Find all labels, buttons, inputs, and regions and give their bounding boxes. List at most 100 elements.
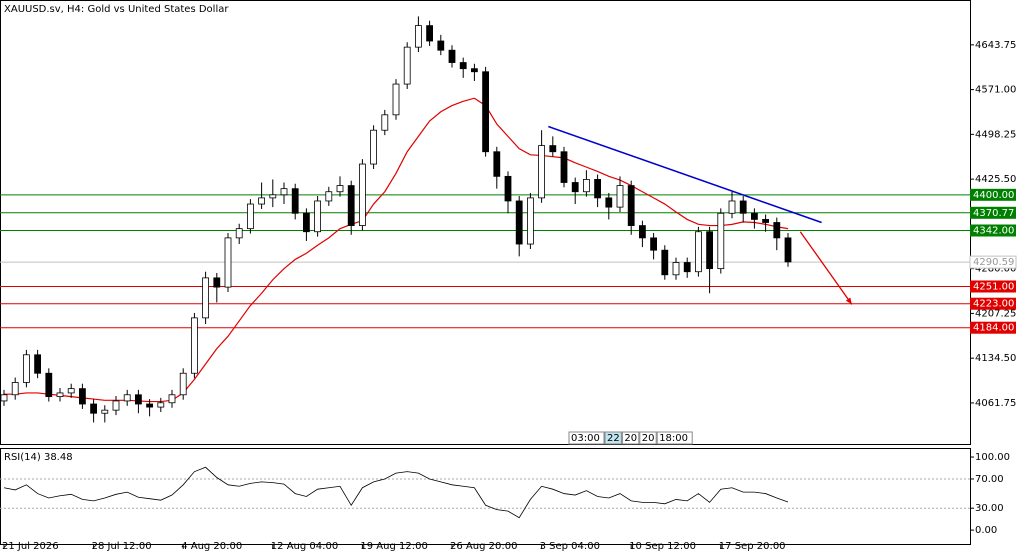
x-tick-label: 4 Aug 20:00 xyxy=(181,541,242,552)
rsi-line xyxy=(3,466,789,519)
scroll-label: 03:00 xyxy=(571,433,600,444)
y-tick-label: 4280.00 xyxy=(975,264,1016,275)
candle-body xyxy=(246,203,254,230)
level-label: 4251.00 xyxy=(973,281,1014,292)
candle-body xyxy=(392,83,400,116)
candle-body xyxy=(751,212,758,220)
candle-body xyxy=(157,402,165,408)
candle-body xyxy=(79,388,86,405)
candle-body xyxy=(784,237,792,263)
candle-body xyxy=(739,200,747,214)
candle-body xyxy=(190,317,198,374)
candle-body xyxy=(123,394,131,402)
candle-body xyxy=(683,262,691,273)
level-label: 4400.00 xyxy=(973,190,1014,201)
scroll-label: 22 xyxy=(607,433,620,444)
candle-body xyxy=(146,403,154,408)
candle-body xyxy=(358,163,366,226)
candle-body xyxy=(314,200,322,233)
candle-body xyxy=(762,219,769,223)
candle-body xyxy=(269,194,277,199)
candle-body xyxy=(706,231,713,270)
y-tick-label: 4643.75 xyxy=(975,40,1016,51)
candle-body xyxy=(773,222,781,239)
x-tick-label: 12 Aug 04:00 xyxy=(271,541,338,552)
rsi-tick-label: 100.00 xyxy=(975,452,1010,463)
scroll-box xyxy=(639,431,657,445)
y-tick-label: 4207.25 xyxy=(975,308,1016,319)
y-tick-label: 4571.00 xyxy=(975,85,1016,96)
price-tag xyxy=(969,255,1017,269)
candle-body xyxy=(627,185,635,226)
scroll-box xyxy=(604,431,622,445)
candle-body xyxy=(470,68,478,73)
level-tag xyxy=(970,224,1016,237)
rsi-panel xyxy=(0,448,971,545)
candle-body xyxy=(336,185,344,193)
scroll-box xyxy=(656,431,693,445)
candle-body xyxy=(448,49,456,63)
moving-average xyxy=(4,97,789,403)
candle-body xyxy=(549,145,557,153)
candle-body xyxy=(639,225,646,239)
trendline xyxy=(548,125,822,224)
y-tick-label: 4134.50 xyxy=(975,353,1016,364)
scroll-label: 20 xyxy=(624,433,637,444)
candle-body xyxy=(650,237,657,251)
candle-body xyxy=(728,200,736,214)
level-tag xyxy=(970,297,1016,310)
arrow-head xyxy=(845,297,852,305)
level-tag xyxy=(970,321,1016,334)
candle-body xyxy=(291,188,299,214)
y-tick-label: 4061.75 xyxy=(975,398,1016,409)
candle-body xyxy=(403,46,411,85)
candle-body xyxy=(616,185,624,208)
level-label: 4370.77 xyxy=(973,208,1014,219)
candle-body xyxy=(347,185,355,226)
x-tick-label: 3 Sep 04:00 xyxy=(540,541,600,552)
rsi-title: RSI(14) 38.48 xyxy=(4,452,73,463)
candle-body xyxy=(560,151,568,183)
candle-body xyxy=(280,188,288,196)
y-tick-label: 4498.25 xyxy=(975,129,1016,140)
candle-body xyxy=(414,25,422,48)
x-tick-label: 19 Aug 12:00 xyxy=(360,541,427,552)
x-tick-label: 10 Sep 12:00 xyxy=(629,541,696,552)
level-tag xyxy=(970,188,1016,201)
candle-body xyxy=(235,228,243,239)
candle-body xyxy=(515,200,523,245)
candle-body xyxy=(45,372,53,398)
candle-body xyxy=(381,114,389,131)
level-label: 4342.00 xyxy=(973,225,1014,236)
candle-body xyxy=(22,354,30,383)
candle-body xyxy=(168,394,176,404)
level-tag xyxy=(970,206,1016,219)
x-tick-label: 26 Aug 20:00 xyxy=(450,541,517,552)
candle-body xyxy=(302,212,310,233)
candle-body xyxy=(34,354,41,374)
candle-body xyxy=(504,175,512,202)
candle-body xyxy=(325,191,333,202)
candle-body xyxy=(493,151,501,177)
rsi-tick-label: 0.00 xyxy=(975,525,997,536)
scroll-box xyxy=(621,431,640,445)
x-tick-label: 17 Sep 20:00 xyxy=(719,541,786,552)
candle-body xyxy=(459,62,467,70)
candle-body xyxy=(571,182,579,193)
candle-body xyxy=(695,231,702,273)
scroll-label: 20 xyxy=(642,433,655,444)
candle-body xyxy=(56,392,64,398)
candle-body xyxy=(0,394,8,402)
candle-body xyxy=(426,25,434,42)
candle-body xyxy=(134,394,142,405)
price-label: 4290.59 xyxy=(973,257,1014,268)
level-label: 4184.00 xyxy=(973,323,1014,334)
candle-body xyxy=(67,388,75,394)
candle-body xyxy=(583,179,590,193)
candle-body xyxy=(224,237,232,288)
candle-body xyxy=(594,179,601,199)
candle-body xyxy=(482,71,490,153)
candle-body xyxy=(213,277,221,288)
candle-body xyxy=(258,197,266,205)
